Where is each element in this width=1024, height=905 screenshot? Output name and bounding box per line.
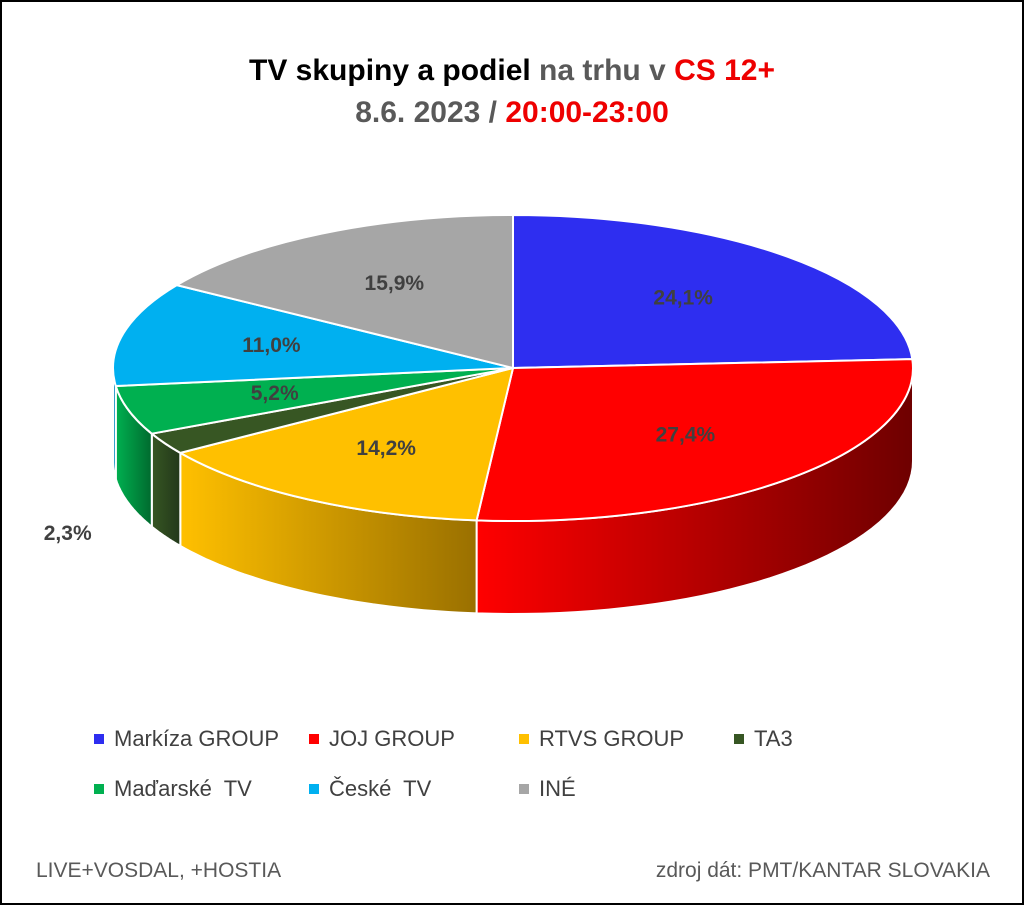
pie-tops bbox=[112, 214, 914, 523]
data-label-markiza-group: 24,1% bbox=[653, 287, 713, 310]
data-label-rtvs-group: 14,2% bbox=[356, 437, 416, 460]
legend-label: Maďarské TV bbox=[114, 776, 252, 801]
legend-label: TA3 bbox=[754, 726, 793, 751]
pie-slice-ine bbox=[175, 214, 514, 369]
chart-title: TV skupiny a podiel na trhu v CS 12+ 8.6… bbox=[2, 50, 1022, 134]
legend-item-joj-group: JOJ GROUP bbox=[309, 726, 455, 752]
data-label-ine: 15,9% bbox=[365, 272, 425, 295]
legend-item-markiza-group: Markíza GROUP bbox=[94, 726, 279, 752]
title-line-1: TV skupiny a podiel na trhu v CS 12+ bbox=[2, 50, 1022, 92]
legend-swatch bbox=[519, 784, 529, 794]
title-time: 20:00-23:00 bbox=[505, 96, 669, 129]
legend-item-ine: INÉ bbox=[519, 776, 576, 802]
data-label-ta3: 2,3% bbox=[44, 522, 92, 545]
pie-slice-rtvs-group bbox=[179, 367, 514, 522]
legend-label: Markíza GROUP bbox=[114, 726, 280, 751]
title-part-2: na trhu v bbox=[530, 54, 675, 87]
title-line-2: 8.6. 2023 / 20:00-23:00 bbox=[2, 92, 1022, 134]
pie-labels: 24,1% 27,4% 14,2% 2,3% 5,2% 11,0% 15,9% bbox=[44, 272, 716, 545]
pie-sides bbox=[112, 367, 914, 616]
legend-swatch bbox=[734, 734, 744, 744]
legend-swatch bbox=[519, 734, 529, 744]
title-part-1: TV skupiny a podiel bbox=[249, 54, 531, 87]
legend-item-rtvs-group: RTVS GROUP bbox=[519, 726, 684, 752]
pie-slice-ceske-tv bbox=[112, 284, 514, 387]
data-label-ceske-tv: 11,0% bbox=[242, 334, 301, 357]
legend: Markíza GROUP JOJ GROUP RTVS GROUP TA3 Maďar… bbox=[2, 726, 1022, 826]
legend-label: RTVS GROUP bbox=[539, 726, 685, 751]
legend-label: České TV bbox=[329, 776, 432, 801]
legend-label: INÉ bbox=[539, 776, 576, 801]
legend-item-ta3: TA3 bbox=[734, 726, 793, 752]
title-date: 8.6. 2023 / bbox=[355, 96, 506, 129]
title-part-3: CS 12+ bbox=[674, 54, 775, 87]
legend-swatch bbox=[309, 734, 319, 744]
footer-source: zdroj dát: PMT/KANTAR SLOVAKIA bbox=[655, 859, 990, 882]
legend-swatch bbox=[309, 784, 319, 794]
pie-slice-joj-group bbox=[475, 358, 914, 523]
footer-note: LIVE+VOSDAL, +HOSTIA bbox=[36, 859, 282, 882]
legend-swatch bbox=[94, 734, 104, 744]
data-label-madarske-tv: 5,2% bbox=[251, 382, 299, 405]
legend-swatch bbox=[94, 784, 104, 794]
legend-label: JOJ GROUP bbox=[329, 726, 455, 751]
pie-chart: 24,1% 27,4% 14,2% 2,3% 5,2% 11,0% 15,9% bbox=[44, 214, 914, 616]
legend-item-madarske-tv: Maďarské TV bbox=[94, 776, 252, 802]
pie-slice-markiza-group bbox=[512, 214, 914, 369]
legend-item-ceske-tv: České TV bbox=[309, 776, 431, 802]
data-label-joj-group: 27,4% bbox=[656, 424, 716, 447]
